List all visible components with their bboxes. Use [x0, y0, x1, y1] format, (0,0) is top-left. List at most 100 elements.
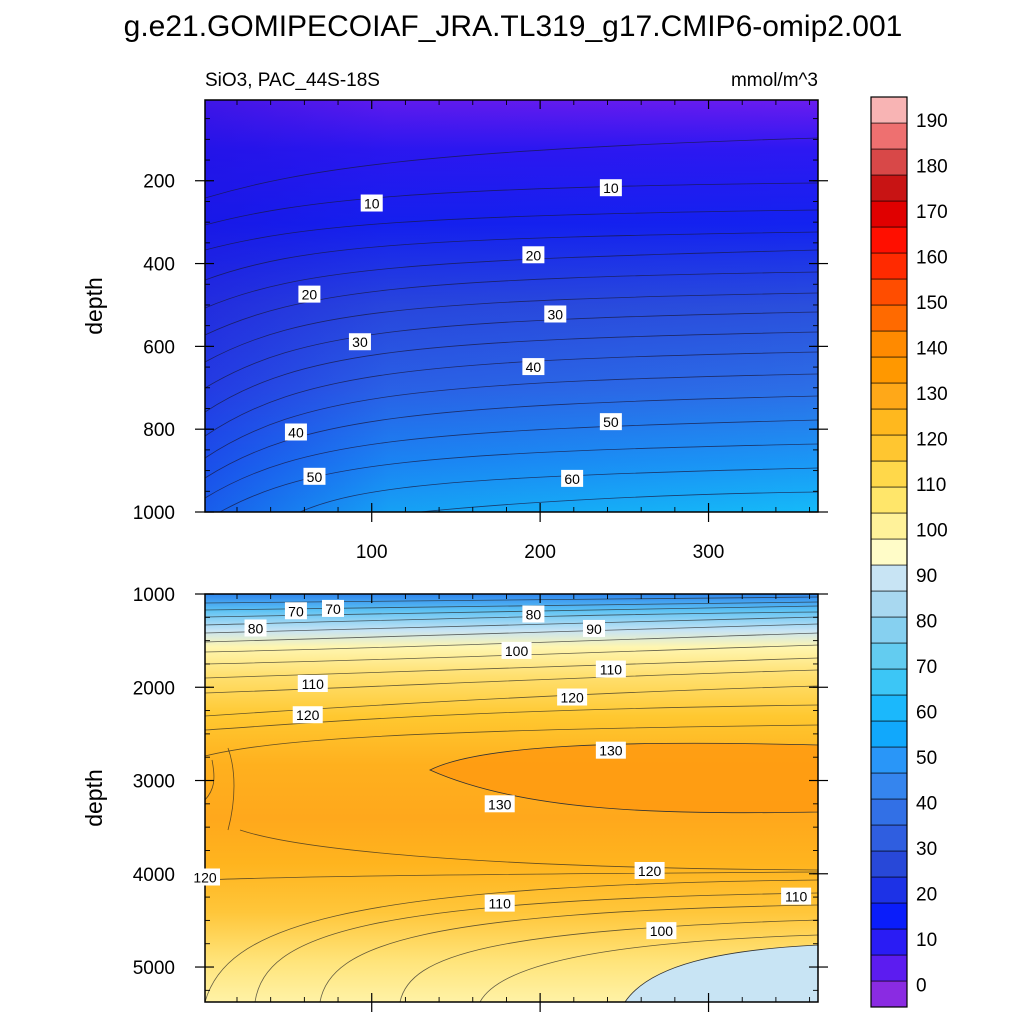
colorbar-swatch: [870, 486, 908, 514]
colorbar: 0 10 20 30 40 50 60 70 80 90 100 110 120 130 140 150 160…: [870, 96, 948, 1008]
colorbar-swatch: [870, 382, 908, 410]
contour-label-text: 40: [526, 359, 542, 375]
contour-label: 40: [284, 423, 307, 441]
contour-label-text: 80: [248, 621, 264, 637]
contour-label: 70: [321, 599, 344, 617]
contour-label-text: 80: [526, 607, 542, 623]
contour-label-text: 120: [560, 690, 584, 706]
bottom-panel-contour-labels: 70 70 80 80 90 100 110 110 120 120 130 130 120 120 110…: [190, 599, 812, 940]
contour-label: 120: [557, 688, 588, 706]
colorbar-swatch: [870, 824, 908, 852]
y-tick-label: 800: [143, 420, 175, 441]
contour-label-text: 70: [288, 603, 304, 619]
contour-label-text: 100: [505, 643, 529, 659]
y-tick-label: 5000: [133, 958, 175, 979]
colorbar-label: 0: [916, 975, 927, 996]
contour-label: 110: [781, 887, 812, 905]
top-panel: SiO3, PAC_44S-18S mmol/m^3: [81, 70, 828, 563]
colorbar-swatch: [870, 460, 908, 488]
top-panel-field-shade: [205, 100, 818, 512]
colorbar-swatch: [870, 798, 908, 826]
colorbar-swatch: [870, 772, 908, 800]
contour-label-text: 10: [364, 196, 380, 212]
colorbar-swatch: [870, 356, 908, 384]
bottom-panel-core-130: [429, 742, 818, 814]
contour-label: 100: [501, 641, 532, 659]
contour-label-text: 30: [352, 334, 368, 350]
colorbar-label: 80: [916, 611, 937, 632]
colorbar-swatch: [870, 876, 908, 904]
colorbar-label: 130: [916, 384, 948, 405]
colorbar-label: 160: [916, 247, 948, 268]
top-panel-contours: [205, 137, 818, 512]
top-panel-ylabel: depth: [81, 277, 107, 335]
contour-label-text: 20: [526, 247, 542, 263]
colorbar-label: 190: [916, 111, 948, 132]
colorbar-label: 90: [916, 566, 937, 587]
colorbar-swatch: [870, 720, 908, 748]
contour-label-text: 50: [307, 469, 323, 485]
contour-label: 20: [522, 246, 545, 264]
contour-label: 130: [484, 795, 515, 813]
x-tick-label: 100: [356, 542, 388, 563]
contour-label: 30: [348, 333, 371, 351]
top-panel-frame: [204, 99, 819, 513]
colorbar-swatch: [870, 434, 908, 462]
colorbar-swatch: [870, 278, 908, 306]
colorbar-swatch: [870, 408, 908, 436]
contour-label: 50: [599, 413, 622, 431]
contour-label: 100: [646, 922, 677, 940]
colorbar-swatch: [870, 330, 908, 358]
contour-label-text: 90: [586, 621, 602, 637]
colorbar-swatch: [870, 148, 908, 176]
contour-label-text: 60: [564, 471, 580, 487]
colorbar-label: 50: [916, 748, 937, 769]
colorbar-label: 180: [916, 156, 948, 177]
contour-label-text: 30: [547, 306, 563, 322]
y-tick-label: 3000: [133, 772, 175, 793]
top-panel-axes: 200 400 600 800 1000 100 200 300: [133, 100, 828, 563]
colorbar-swatch: [870, 746, 908, 774]
contour-label-text: 120: [193, 870, 217, 886]
contour-label: 110: [595, 660, 626, 678]
colorbar-label: 140: [916, 338, 948, 359]
y-tick-label: 400: [143, 255, 175, 276]
bottom-panel-axes: 1000 2000 3000 4000 5000: [133, 585, 828, 1012]
colorbar-swatch: [870, 226, 908, 254]
contour-label: 40: [522, 358, 545, 376]
y-tick-label: 600: [143, 337, 175, 358]
contour-label: 80: [522, 605, 545, 623]
colorbar-swatch: [870, 304, 908, 332]
top-panel-units: mmol/m^3: [731, 70, 818, 91]
y-tick-label: 1000: [133, 585, 175, 606]
x-tick-label: 200: [524, 542, 556, 563]
colorbar-swatch: [870, 122, 908, 150]
contour-label: 10: [360, 194, 383, 212]
colorbar-swatch: [870, 694, 908, 722]
contour-label-text: 110: [489, 896, 512, 912]
colorbar-label: 150: [916, 293, 948, 314]
contour-label-text: 110: [302, 676, 325, 692]
contour-label: 80: [244, 619, 267, 637]
contour-label: 130: [595, 741, 626, 759]
contour-label: 30: [544, 305, 567, 323]
colorbar-swatch: [870, 174, 908, 202]
contour-label: 70: [284, 602, 307, 620]
colorbar-swatch: [870, 954, 908, 982]
y-tick-label: 2000: [133, 678, 175, 699]
contour-label: 120: [634, 861, 665, 879]
contour-label-text: 50: [603, 414, 619, 430]
contour-label: 90: [583, 619, 606, 637]
contour-label: 120: [190, 868, 220, 886]
bottom-panel-ylabel: depth: [81, 769, 107, 827]
bottom-panel-frame: [204, 593, 819, 1003]
contour-label-text: 130: [599, 743, 623, 759]
colorbar-label: 10: [916, 930, 937, 951]
contour-label-text: 100: [650, 923, 674, 939]
colorbar-swatch: [870, 616, 908, 644]
top-panel-title: SiO3, PAC_44S-18S: [205, 70, 380, 91]
contour-label: 20: [298, 285, 321, 303]
colorbar-frame: [870, 96, 908, 1008]
contour-label-text: 70: [325, 601, 341, 617]
